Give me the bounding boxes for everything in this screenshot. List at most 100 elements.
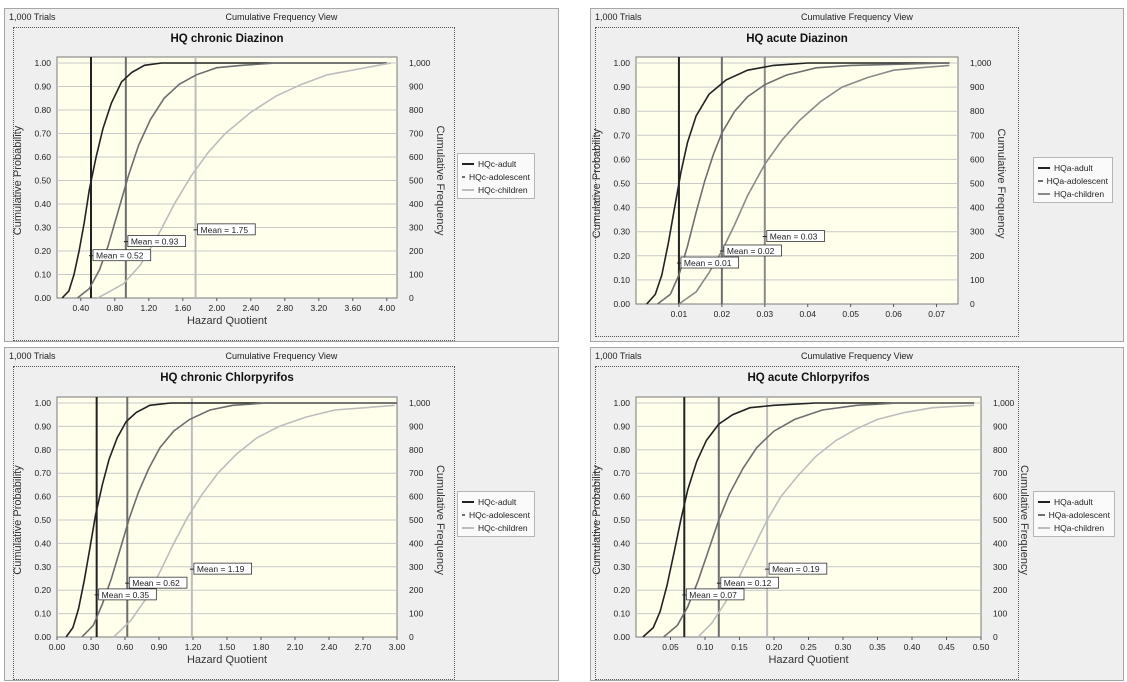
y-tick-label: 1.00 <box>34 58 51 68</box>
legend-label: HQc-children <box>478 522 528 533</box>
x-tick-label: 1.20 <box>185 642 202 652</box>
y2-tick-label: 200 <box>993 585 1007 595</box>
y2-tick-label: 700 <box>409 129 423 139</box>
y-tick-label: 0.10 <box>613 609 630 619</box>
y-tick-label: 0.60 <box>613 492 630 502</box>
mean-label: Mean = 1.75 <box>201 225 249 235</box>
y2-tick-label: 400 <box>409 538 423 548</box>
y-tick-label: 0.70 <box>34 129 51 139</box>
y-tick-label: 0.80 <box>34 105 51 115</box>
y2-tick-label: 600 <box>409 152 423 162</box>
y-axis-label: Cumulative Probability <box>12 125 24 235</box>
x-tick-label: 0.10 <box>697 642 714 652</box>
y-tick-label: 0.50 <box>34 176 51 186</box>
y2-tick-label: 1,000 <box>993 398 1015 408</box>
mean-label-box <box>197 223 256 236</box>
y2-tick-label: 600 <box>993 492 1007 502</box>
y-tick-label: 0.60 <box>34 492 51 502</box>
x-tick-label: 0.60 <box>117 642 134 652</box>
y2-tick-label: 800 <box>409 105 423 115</box>
mean-label-box <box>92 249 152 262</box>
mean-label-box <box>766 230 825 242</box>
legend-label: HQc-adult <box>478 496 517 507</box>
legend-item: HQc-children <box>462 183 530 196</box>
y2-tick-label: 100 <box>409 270 423 280</box>
y-tick-label: 0.40 <box>613 203 630 213</box>
legend-label: HQa-children <box>1054 522 1105 533</box>
chart-title: HQ acute Diazinon <box>746 33 848 45</box>
y-tick-label: 1.00 <box>34 398 51 408</box>
legend-label: HQc-adolescent <box>469 171 530 182</box>
mean-label-box <box>193 562 252 575</box>
y-tick-label: 0.00 <box>613 299 630 309</box>
y-tick-label: 0.70 <box>34 468 51 478</box>
x-tick-label: 2.00 <box>209 303 226 313</box>
series-line-HQa-adult <box>646 62 950 305</box>
legend-label: HQa-adolescent <box>1046 175 1108 186</box>
y2-tick-label: 100 <box>993 609 1007 619</box>
y2-tick-label: 800 <box>993 445 1007 455</box>
y2-tick-label: 400 <box>970 203 984 213</box>
x-tick-label: 0.06 <box>885 309 902 319</box>
y2-tick-label: 0 <box>993 632 998 642</box>
legend-item: HQc-adult <box>462 157 530 170</box>
y2-tick-label: 500 <box>409 176 423 186</box>
legend-item: HQa-adult <box>1038 161 1108 174</box>
x-tick-label: 0.01 <box>671 309 688 319</box>
trials-label: 1,000 Trials <box>9 12 56 22</box>
legend-swatch <box>462 526 474 529</box>
legend-item: HQc-adolescent <box>462 170 530 183</box>
trials-label: 1,000 Trials <box>595 12 642 22</box>
x-tick-label: 1.60 <box>175 303 192 313</box>
y-tick-label: 0.30 <box>34 223 51 233</box>
y2-tick-label: 300 <box>993 562 1007 572</box>
y-tick-label: 0.70 <box>613 130 630 140</box>
legend-label: HQa-adolescent <box>1048 509 1110 520</box>
mean-label-box <box>720 576 779 589</box>
y-tick-label: 0.60 <box>34 152 51 162</box>
series-line-HQc-adolescent <box>76 62 387 299</box>
y-tick-label: 0.70 <box>613 468 630 478</box>
mean-label-box <box>127 235 186 248</box>
y-tick-label: 0.20 <box>613 251 630 261</box>
x-tick-label: 0.40 <box>73 303 90 313</box>
view-label: Cumulative Frequency View <box>225 351 338 361</box>
trials-label: 1,000 Trials <box>9 351 56 361</box>
y-tick-label: 0.90 <box>34 421 51 431</box>
y2-axis-label: Cumulative Frequency <box>1018 465 1030 576</box>
view-label: Cumulative Frequency View <box>225 12 338 22</box>
plot-area <box>56 56 398 299</box>
chart-frame <box>13 27 455 341</box>
legend-swatch <box>1038 500 1050 503</box>
y-axis-label: Cumulative Probability <box>591 465 603 575</box>
mean-label: Mean = 0.07 <box>689 590 737 600</box>
y-tick-label: 0.40 <box>613 538 630 548</box>
x-tick-label: 0.45 <box>938 642 955 652</box>
mean-label: Mean = 0.02 <box>727 246 775 256</box>
x-tick-label: 3.20 <box>311 303 328 313</box>
y2-tick-label: 400 <box>993 538 1007 548</box>
chart-panel-acute-chlorpyrifos: 1,000 Trials Cumulative Frequency View 0… <box>590 347 1124 681</box>
legend: HQa-adult HQa-adolescent HQa-children <box>1033 491 1115 537</box>
mean-label: Mean = 0.93 <box>131 237 179 247</box>
chart-svg: 0.00 0.10 0.20 0.30 0.40 0.50 0.60 0.70 0.80 0.90… <box>591 33 1007 319</box>
chart-svg: 0.00 0.10 0.20 0.30 0.40 0.50 0.60 0.70 0.80 0.90… <box>12 33 446 327</box>
view-label: Cumulative Frequency View <box>801 12 913 22</box>
y-tick-label: 1.00 <box>613 398 630 408</box>
y-tick-label: 0.10 <box>34 270 51 280</box>
y2-tick-label: 800 <box>970 106 984 116</box>
legend: HQa-adult HQa-adolescent HQa-children <box>1033 157 1113 203</box>
legend-swatch <box>462 500 474 503</box>
y2-axis-label: Cumulative Frequency <box>434 125 446 236</box>
chart-frame <box>595 366 1019 680</box>
legend-swatch <box>1038 513 1045 516</box>
y2-tick-label: 0 <box>409 293 414 303</box>
x-tick-label: 0.05 <box>842 309 859 319</box>
chart-svg: 0.00 0.10 0.20 0.30 0.40 0.50 0.60 0.70 0.80 0.90… <box>12 372 446 666</box>
x-tick-label: 3.00 <box>389 642 406 652</box>
y-tick-label: 0.50 <box>613 515 630 525</box>
mean-label: Mean = 0.62 <box>132 578 180 588</box>
x-tick-label: 2.10 <box>287 642 304 652</box>
y2-tick-label: 1,000 <box>970 58 992 68</box>
x-tick-label: 1.80 <box>253 642 270 652</box>
